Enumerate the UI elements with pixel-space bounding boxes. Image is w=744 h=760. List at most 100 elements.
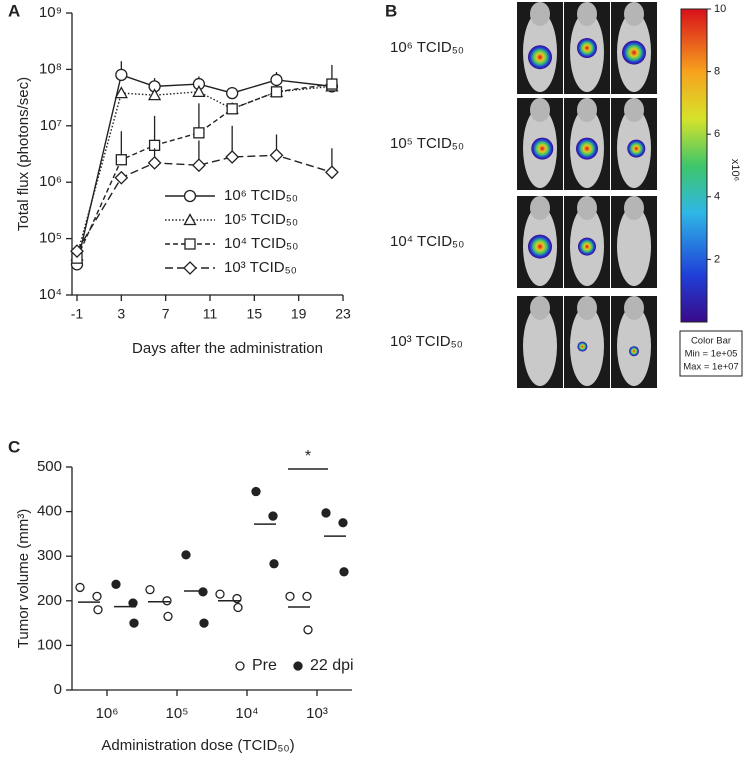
- marker: [114, 170, 129, 185]
- marker: [193, 127, 205, 139]
- legend-label: 10⁴ TCID₅₀: [224, 235, 298, 252]
- marker: [128, 598, 138, 608]
- signal: [622, 40, 646, 65]
- annotation: *: [305, 448, 311, 465]
- marker: [70, 244, 84, 259]
- marker: [147, 155, 162, 170]
- marker: [269, 148, 284, 163]
- mouse-body: [617, 206, 651, 286]
- legend-label: 10⁶ TCID₅₀: [224, 187, 298, 204]
- mouse-head: [624, 2, 644, 26]
- marker: [226, 86, 239, 100]
- marker: [302, 591, 312, 601]
- marker: [145, 585, 155, 595]
- colorbar-box: [679, 330, 743, 377]
- marker: [270, 73, 283, 87]
- panel-label: C: [8, 437, 20, 456]
- mouse-head: [577, 196, 597, 220]
- marker: [270, 86, 283, 98]
- color-bar: [680, 8, 708, 323]
- colorbar-info: Max = 1e+07: [683, 362, 738, 373]
- mouse-head: [530, 98, 550, 122]
- marker: [115, 68, 128, 82]
- marker: [199, 618, 209, 628]
- marker: [215, 589, 225, 599]
- signal: [578, 237, 596, 256]
- marker: [129, 618, 139, 628]
- x-tick-label: 15: [247, 306, 263, 322]
- x-tick-label: 10⁶: [96, 705, 119, 722]
- y-tick-label: 400: [37, 503, 62, 520]
- marker: [147, 88, 162, 101]
- mouse-head: [530, 296, 550, 320]
- signal: [577, 341, 588, 352]
- mouse-body: [523, 306, 557, 386]
- panel-label: B: [385, 1, 397, 20]
- colorbar-tick-label: 6: [714, 128, 720, 140]
- marker: [93, 605, 103, 615]
- marker: [92, 591, 102, 601]
- y-tick-label: 0: [54, 681, 62, 698]
- marker: [326, 78, 338, 90]
- legend-label: 10⁵ TCID₅₀: [224, 211, 298, 228]
- marker: [251, 486, 261, 497]
- legend-label: Pre: [252, 657, 277, 674]
- x-tick-label: -1: [71, 306, 84, 322]
- y-tick-label: 10⁷: [40, 117, 62, 134]
- y-tick-label: 500: [37, 458, 62, 475]
- marker: [268, 511, 278, 521]
- marker: [233, 602, 243, 613]
- legend-label: 10³ TCID₅₀: [224, 259, 297, 276]
- y-tick-label: 10⁸: [39, 60, 62, 77]
- y-axis-label: Total flux (photons/sec): [15, 77, 32, 231]
- mouse-head: [624, 196, 644, 220]
- x-tick-label: 10⁵: [166, 705, 189, 722]
- marker: [162, 596, 172, 606]
- marker: [285, 591, 295, 601]
- marker: [192, 84, 206, 97]
- marker: [225, 150, 240, 164]
- x-tick-label: 19: [291, 306, 307, 322]
- marker: [191, 158, 206, 173]
- colorbar-tick-label: 2: [714, 253, 720, 265]
- signal: [629, 346, 639, 357]
- mouse-head: [577, 2, 597, 26]
- y-tick-label: 200: [37, 592, 62, 609]
- x-tick-label: 11: [203, 306, 218, 322]
- row-label: 10⁵ TCID₅₀: [390, 135, 464, 152]
- marker: [198, 587, 208, 597]
- colorbar-tick-label: 10: [714, 3, 726, 15]
- legend-label: 22 dpi: [310, 657, 354, 674]
- mouse-head: [577, 296, 597, 320]
- x-axis-label: Days after the administration: [132, 340, 323, 357]
- mouse-head: [530, 2, 550, 26]
- legend-marker: [293, 661, 303, 671]
- marker: [303, 625, 313, 635]
- colorbar-info: Color Bar: [691, 336, 731, 347]
- row-label: 10⁴ TCID₅₀: [390, 233, 464, 250]
- x-tick-label: 7: [162, 306, 170, 322]
- x-axis-label: Administration dose (TCID₅₀): [101, 737, 294, 754]
- row-label: 10⁶ TCID₅₀: [390, 39, 464, 56]
- signal: [528, 234, 552, 259]
- colorbar-unit: x10⁶: [729, 159, 741, 181]
- marker: [163, 611, 173, 622]
- mouse-head: [624, 98, 644, 122]
- mouse-body: [617, 306, 651, 386]
- marker: [115, 154, 127, 166]
- x-tick-label: 3: [117, 306, 125, 322]
- signal: [577, 38, 597, 58]
- y-tick-label: 300: [37, 547, 62, 564]
- marker: [75, 582, 85, 593]
- y-tick-label: 10⁶: [39, 173, 62, 190]
- legend-marker: [184, 238, 196, 250]
- y-tick-label: 10⁹: [39, 4, 62, 21]
- y-tick-label: 10⁴: [39, 286, 62, 303]
- signal: [528, 45, 552, 70]
- series-line: [76, 83, 333, 259]
- legend-marker: [183, 261, 197, 275]
- marker: [111, 579, 121, 589]
- signal: [627, 139, 646, 158]
- axis: [71, 13, 343, 296]
- signal: [531, 137, 554, 160]
